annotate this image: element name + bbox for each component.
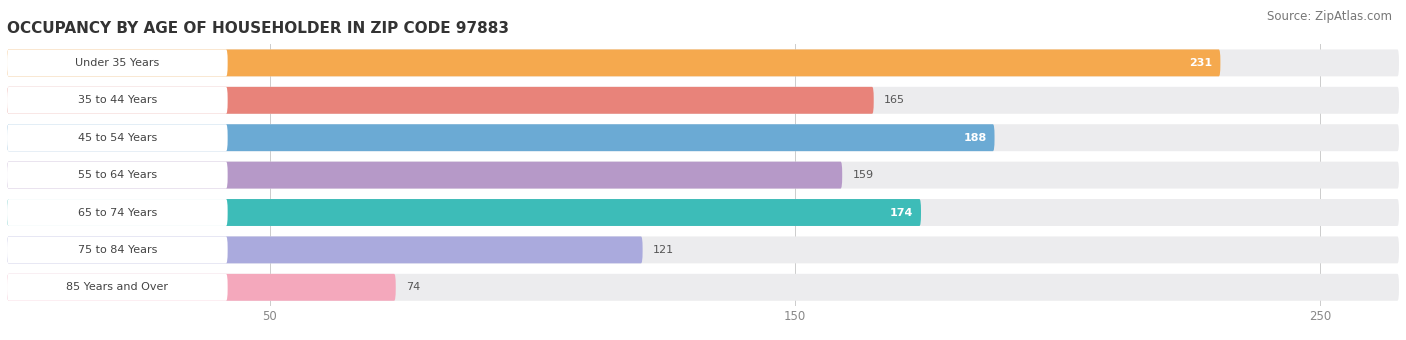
Text: Under 35 Years: Under 35 Years	[75, 58, 159, 68]
Text: 188: 188	[963, 133, 987, 143]
FancyBboxPatch shape	[7, 87, 1399, 114]
FancyBboxPatch shape	[7, 49, 228, 76]
FancyBboxPatch shape	[7, 199, 921, 226]
FancyBboxPatch shape	[7, 49, 1220, 76]
Text: OCCUPANCY BY AGE OF HOUSEHOLDER IN ZIP CODE 97883: OCCUPANCY BY AGE OF HOUSEHOLDER IN ZIP C…	[7, 21, 509, 36]
Text: 174: 174	[890, 207, 912, 218]
Text: 165: 165	[884, 95, 905, 105]
FancyBboxPatch shape	[7, 162, 842, 189]
FancyBboxPatch shape	[7, 124, 1399, 151]
FancyBboxPatch shape	[7, 162, 228, 189]
Text: 65 to 74 Years: 65 to 74 Years	[77, 207, 157, 218]
Text: Source: ZipAtlas.com: Source: ZipAtlas.com	[1267, 10, 1392, 23]
Text: 159: 159	[852, 170, 873, 180]
FancyBboxPatch shape	[7, 274, 228, 301]
FancyBboxPatch shape	[7, 236, 1399, 264]
FancyBboxPatch shape	[7, 199, 1399, 226]
FancyBboxPatch shape	[7, 87, 873, 114]
FancyBboxPatch shape	[7, 124, 228, 151]
Text: 85 Years and Over: 85 Years and Over	[66, 282, 169, 292]
FancyBboxPatch shape	[7, 162, 1399, 189]
Text: 35 to 44 Years: 35 to 44 Years	[77, 95, 157, 105]
FancyBboxPatch shape	[7, 49, 1399, 76]
FancyBboxPatch shape	[7, 87, 228, 114]
Text: 55 to 64 Years: 55 to 64 Years	[77, 170, 157, 180]
Text: 45 to 54 Years: 45 to 54 Years	[77, 133, 157, 143]
FancyBboxPatch shape	[7, 199, 228, 226]
Text: 75 to 84 Years: 75 to 84 Years	[77, 245, 157, 255]
FancyBboxPatch shape	[7, 236, 643, 264]
FancyBboxPatch shape	[7, 274, 1399, 301]
Text: 121: 121	[654, 245, 675, 255]
FancyBboxPatch shape	[7, 236, 228, 264]
Text: 74: 74	[406, 282, 420, 292]
FancyBboxPatch shape	[7, 274, 395, 301]
FancyBboxPatch shape	[7, 124, 994, 151]
Text: 231: 231	[1189, 58, 1212, 68]
